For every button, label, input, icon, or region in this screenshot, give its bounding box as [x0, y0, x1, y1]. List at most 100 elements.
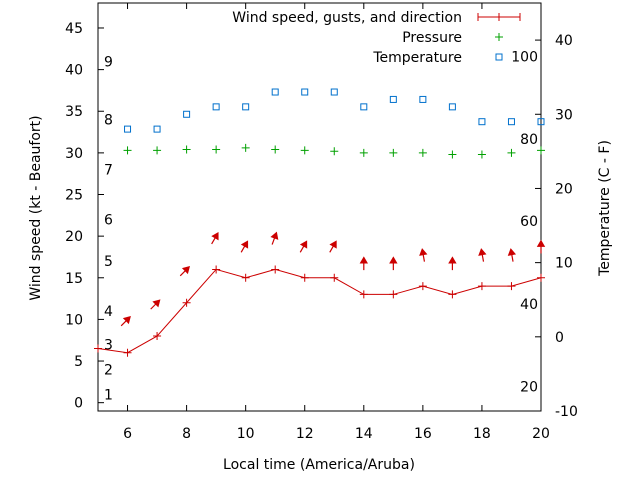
- temperature-point: [448, 103, 456, 111]
- beaufort-label: 1: [104, 387, 113, 403]
- wind-arrow-head: [270, 231, 279, 240]
- temperature-point: [183, 110, 191, 118]
- y2-axis-label: Temperature (C - F): [597, 140, 613, 277]
- wind-arrow: [120, 316, 131, 327]
- x-tick-label: 12: [296, 426, 314, 442]
- x-tick-label: 6: [123, 426, 132, 442]
- wind-speed-point: [330, 273, 339, 282]
- wind-arrow-head: [507, 248, 517, 256]
- temperature-point: [360, 103, 368, 111]
- y-tick-label: 10: [65, 312, 83, 328]
- wind-speed-point: [359, 290, 368, 299]
- x-tick-label: 14: [355, 426, 373, 442]
- wind-arrow-head: [419, 248, 428, 256]
- wind-arrow: [211, 231, 219, 245]
- wind-arrow: [270, 231, 279, 245]
- pressure-point: [182, 145, 191, 154]
- wind-speed-point: [271, 265, 280, 274]
- temperature-point: [242, 103, 250, 111]
- wind-arrow-head: [122, 316, 131, 325]
- legend-pressure-marker: [495, 33, 503, 41]
- beaufort-label: 8: [104, 113, 113, 129]
- wind-arrow-head: [536, 239, 546, 247]
- wind-arrow: [389, 256, 398, 271]
- wind-arrow: [240, 240, 249, 253]
- temperature-point: [124, 125, 132, 133]
- wind-arrow: [299, 240, 308, 253]
- y-tick-label: 30: [65, 146, 83, 162]
- wind-arrow: [179, 266, 190, 277]
- legend-temperature-marker: [495, 53, 503, 61]
- y2-tick-label: -10: [555, 404, 578, 420]
- wind-speed-point: [537, 273, 545, 282]
- wind-arrow-head: [240, 240, 249, 249]
- y-tick-label: 25: [65, 188, 83, 204]
- wind-speed-point: [241, 273, 250, 282]
- y-tick-label: 35: [65, 104, 83, 120]
- wind-arrow-head: [152, 299, 161, 308]
- wind-speed-point: [300, 273, 309, 282]
- temperature-point: [330, 88, 338, 96]
- wind-arrow-head: [299, 240, 308, 249]
- pressure-point: [212, 145, 221, 154]
- beaufort-label: 6: [104, 212, 113, 228]
- wind-arrow: [359, 256, 368, 271]
- pressure-point: [359, 148, 368, 157]
- beaufort-label: 2: [104, 362, 113, 378]
- wind-arrow-head: [359, 256, 368, 264]
- y2-tick-label: 20: [555, 181, 573, 197]
- x-axis-ticks: 6 8 10 12 14 16 18 20: [123, 3, 550, 442]
- y2-tick-label: 30: [555, 107, 573, 123]
- pressure-point: [271, 145, 280, 154]
- wind-arrow: [329, 240, 337, 253]
- fahrenheit-label: 20: [520, 380, 538, 396]
- pressure-point: [330, 147, 339, 156]
- fahrenheit-label: 40: [520, 297, 538, 313]
- x-tick-label: 10: [237, 426, 255, 442]
- pressure-point: [153, 146, 162, 155]
- y2-tick-label: 10: [555, 256, 573, 272]
- beaufort-label: 7: [104, 163, 113, 179]
- beaufort-label: 4: [104, 304, 113, 320]
- x-tick-label: 16: [414, 426, 432, 442]
- wind-arrow-head: [329, 240, 337, 249]
- legend-label-wind: Wind speed, gusts, and direction: [232, 10, 462, 26]
- wind-speed-point: [418, 282, 427, 291]
- fahrenheit-label: 100: [511, 49, 538, 65]
- pressure-point: [537, 146, 545, 155]
- y2-tick-label: 40: [555, 33, 573, 49]
- y-axis-ticks: 0 5 10 15 20 25 30 35 40 45: [65, 21, 104, 412]
- beaufort-label: 3: [104, 337, 113, 353]
- pressure-point: [477, 150, 486, 159]
- wind-speed-line: [97, 268, 542, 354]
- wind-speed-point: [212, 265, 221, 274]
- x-tick-label: 18: [473, 426, 491, 442]
- pressure-point: [389, 148, 398, 157]
- legend-key-wind: [477, 13, 521, 21]
- wind-speed-point: [94, 344, 102, 353]
- legend: Wind speed, gusts, and direction Pressur…: [232, 10, 521, 66]
- data-series: [94, 88, 545, 357]
- wind-arrow: [536, 239, 546, 254]
- wind-speed-point: [153, 332, 162, 341]
- wind-speed-point: [123, 348, 132, 357]
- temperature-point: [153, 125, 161, 133]
- wind-arrow-head: [181, 266, 190, 275]
- temperature-point: [419, 95, 427, 103]
- temperature-point: [271, 88, 279, 96]
- temperature-point: [389, 95, 397, 103]
- legend-label-pressure: Pressure: [402, 30, 462, 46]
- x-axis-label: Local time (America/Aruba): [223, 457, 415, 473]
- y-tick-label: 45: [65, 21, 83, 37]
- y-tick-label: 0: [74, 396, 83, 412]
- wind-speed-point: [448, 290, 457, 299]
- wind-speed-point: [389, 290, 398, 299]
- pressure-point: [418, 148, 427, 157]
- pressure-point: [241, 143, 250, 152]
- wind-arrow: [448, 256, 457, 271]
- beaufort-label: 5: [104, 254, 113, 270]
- wind-arrow: [150, 299, 161, 310]
- beaufort-label: 9: [104, 54, 113, 70]
- y-tick-label: 20: [65, 229, 83, 245]
